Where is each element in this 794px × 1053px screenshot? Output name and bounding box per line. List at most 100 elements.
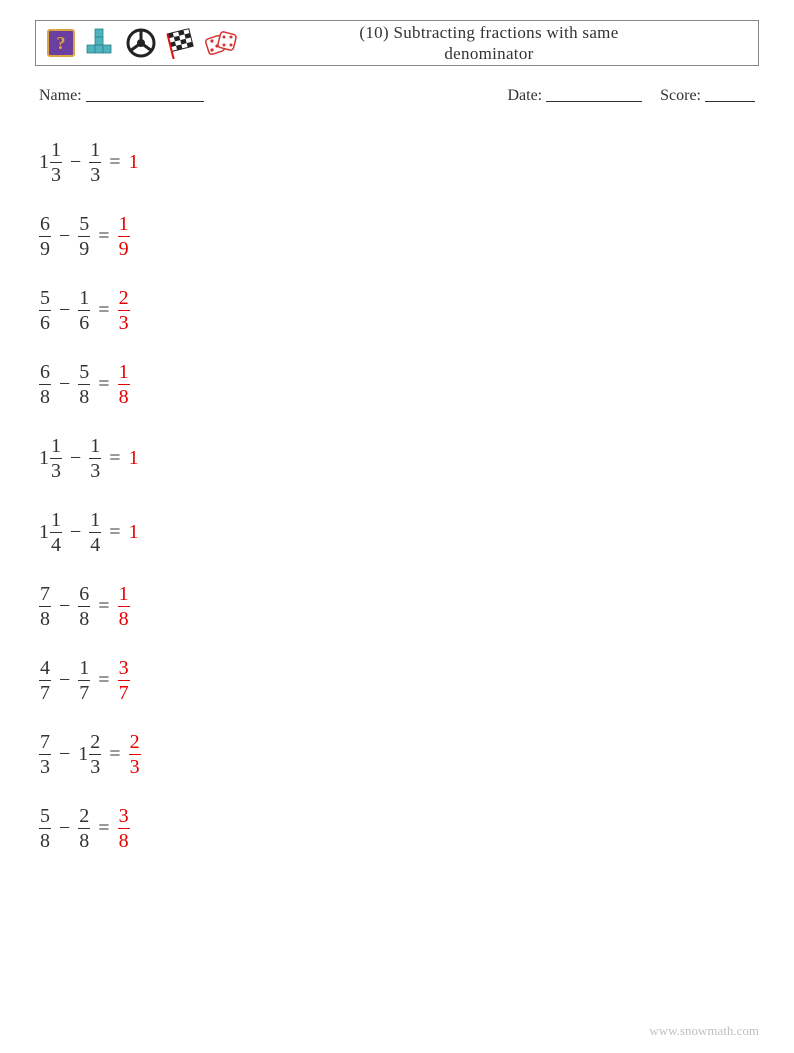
problem-row: 73−123=23 <box>39 731 759 777</box>
fraction: 13 <box>89 140 101 185</box>
minus-operator: − <box>59 225 70 248</box>
numerator: 6 <box>79 584 89 606</box>
fraction: 68 <box>39 362 51 407</box>
numerator: 1 <box>90 436 100 458</box>
answer: 19 <box>118 214 130 259</box>
numerator: 1 <box>119 362 129 384</box>
numerator: 2 <box>119 288 129 310</box>
name-label: Name: <box>39 87 82 104</box>
footer-watermark: www.snowmath.com <box>649 1023 759 1039</box>
numerator: 1 <box>90 140 100 162</box>
steering-wheel-icon <box>124 26 158 60</box>
checkered-flag-icon <box>164 26 198 60</box>
minus-operator: − <box>59 743 70 766</box>
numerator: 1 <box>79 288 89 310</box>
fraction: 13 <box>50 140 62 185</box>
denominator: 9 <box>119 237 129 259</box>
minus-operator: − <box>59 299 70 322</box>
denominator: 8 <box>79 385 89 407</box>
date-label: Date: <box>507 87 542 104</box>
whole-part: 1 <box>129 151 139 173</box>
numerator: 2 <box>79 806 89 828</box>
numerator: 7 <box>40 584 50 606</box>
numerator: 1 <box>51 140 61 162</box>
minus-operator: − <box>70 151 81 174</box>
fraction: 38 <box>118 806 130 851</box>
minus-operator: − <box>70 521 81 544</box>
problem-row: 114−14=1 <box>39 509 759 555</box>
numerator: 7 <box>40 732 50 754</box>
denominator: 6 <box>79 311 89 333</box>
minus-operator: − <box>59 373 70 396</box>
header-icons: ? <box>44 26 238 60</box>
title-line-2: denominator <box>444 44 533 63</box>
answer: 1 <box>129 447 140 470</box>
score-blank[interactable] <box>705 86 755 102</box>
denominator: 8 <box>119 385 129 407</box>
whole-part: 1 <box>129 521 139 543</box>
fraction: 23 <box>129 732 141 777</box>
denominator: 8 <box>40 829 50 851</box>
equals-sign: = <box>98 373 109 396</box>
numerator: 6 <box>40 214 50 236</box>
denominator: 4 <box>90 533 100 555</box>
denominator: 3 <box>51 163 61 185</box>
problem-row: 68−58=18 <box>39 361 759 407</box>
svg-text:?: ? <box>57 33 66 53</box>
fraction: 59 <box>78 214 90 259</box>
numerator: 1 <box>90 510 100 532</box>
problem-row: 78−68=18 <box>39 583 759 629</box>
numerator: 2 <box>90 732 100 754</box>
minus-operator: − <box>59 595 70 618</box>
fraction: 19 <box>118 214 130 259</box>
answer: 38 <box>118 806 130 851</box>
answer: 23 <box>118 288 130 333</box>
minus-operator: − <box>59 669 70 692</box>
whole-part: 1 <box>129 447 139 469</box>
fraction: 23 <box>118 288 130 333</box>
numerator: 1 <box>79 658 89 680</box>
denominator: 4 <box>51 533 61 555</box>
name-blank[interactable] <box>86 86 204 102</box>
numerator: 5 <box>40 288 50 310</box>
answer: 1 <box>129 521 140 544</box>
answer: 18 <box>118 584 130 629</box>
fraction: 18 <box>118 362 130 407</box>
equals-sign: = <box>109 151 120 174</box>
date-blank[interactable] <box>546 86 642 102</box>
fraction: 37 <box>118 658 130 703</box>
problem-row: 47−17=37 <box>39 657 759 703</box>
denominator: 8 <box>119 829 129 851</box>
denominator: 6 <box>40 311 50 333</box>
fraction: 17 <box>78 658 90 703</box>
fraction: 69 <box>39 214 51 259</box>
denominator: 9 <box>79 237 89 259</box>
fraction: 18 <box>118 584 130 629</box>
problem-row: 113−13=1 <box>39 435 759 481</box>
fraction: 14 <box>89 510 101 555</box>
score-field: Score: <box>660 84 755 105</box>
fraction: 13 <box>89 436 101 481</box>
problems-list: 113−13=169−59=1956−16=2368−58=18113−13=1… <box>35 139 759 851</box>
denominator: 7 <box>40 681 50 703</box>
dice-icon <box>204 26 238 60</box>
numerator: 5 <box>79 214 89 236</box>
fraction: 28 <box>78 806 90 851</box>
fraction: 56 <box>39 288 51 333</box>
fraction: 13 <box>50 436 62 481</box>
question-box-icon: ? <box>44 26 78 60</box>
fraction: 16 <box>78 288 90 333</box>
denominator: 3 <box>90 163 100 185</box>
fraction: 78 <box>39 584 51 629</box>
numerator: 6 <box>40 362 50 384</box>
numerator: 1 <box>51 510 61 532</box>
answer: 18 <box>118 362 130 407</box>
denominator: 3 <box>130 755 140 777</box>
fraction: 58 <box>39 806 51 851</box>
fraction: 47 <box>39 658 51 703</box>
problem-row: 69−59=19 <box>39 213 759 259</box>
problem-row: 56−16=23 <box>39 287 759 333</box>
equals-sign: = <box>109 743 120 766</box>
score-label: Score: <box>660 87 701 104</box>
denominator: 8 <box>79 829 89 851</box>
